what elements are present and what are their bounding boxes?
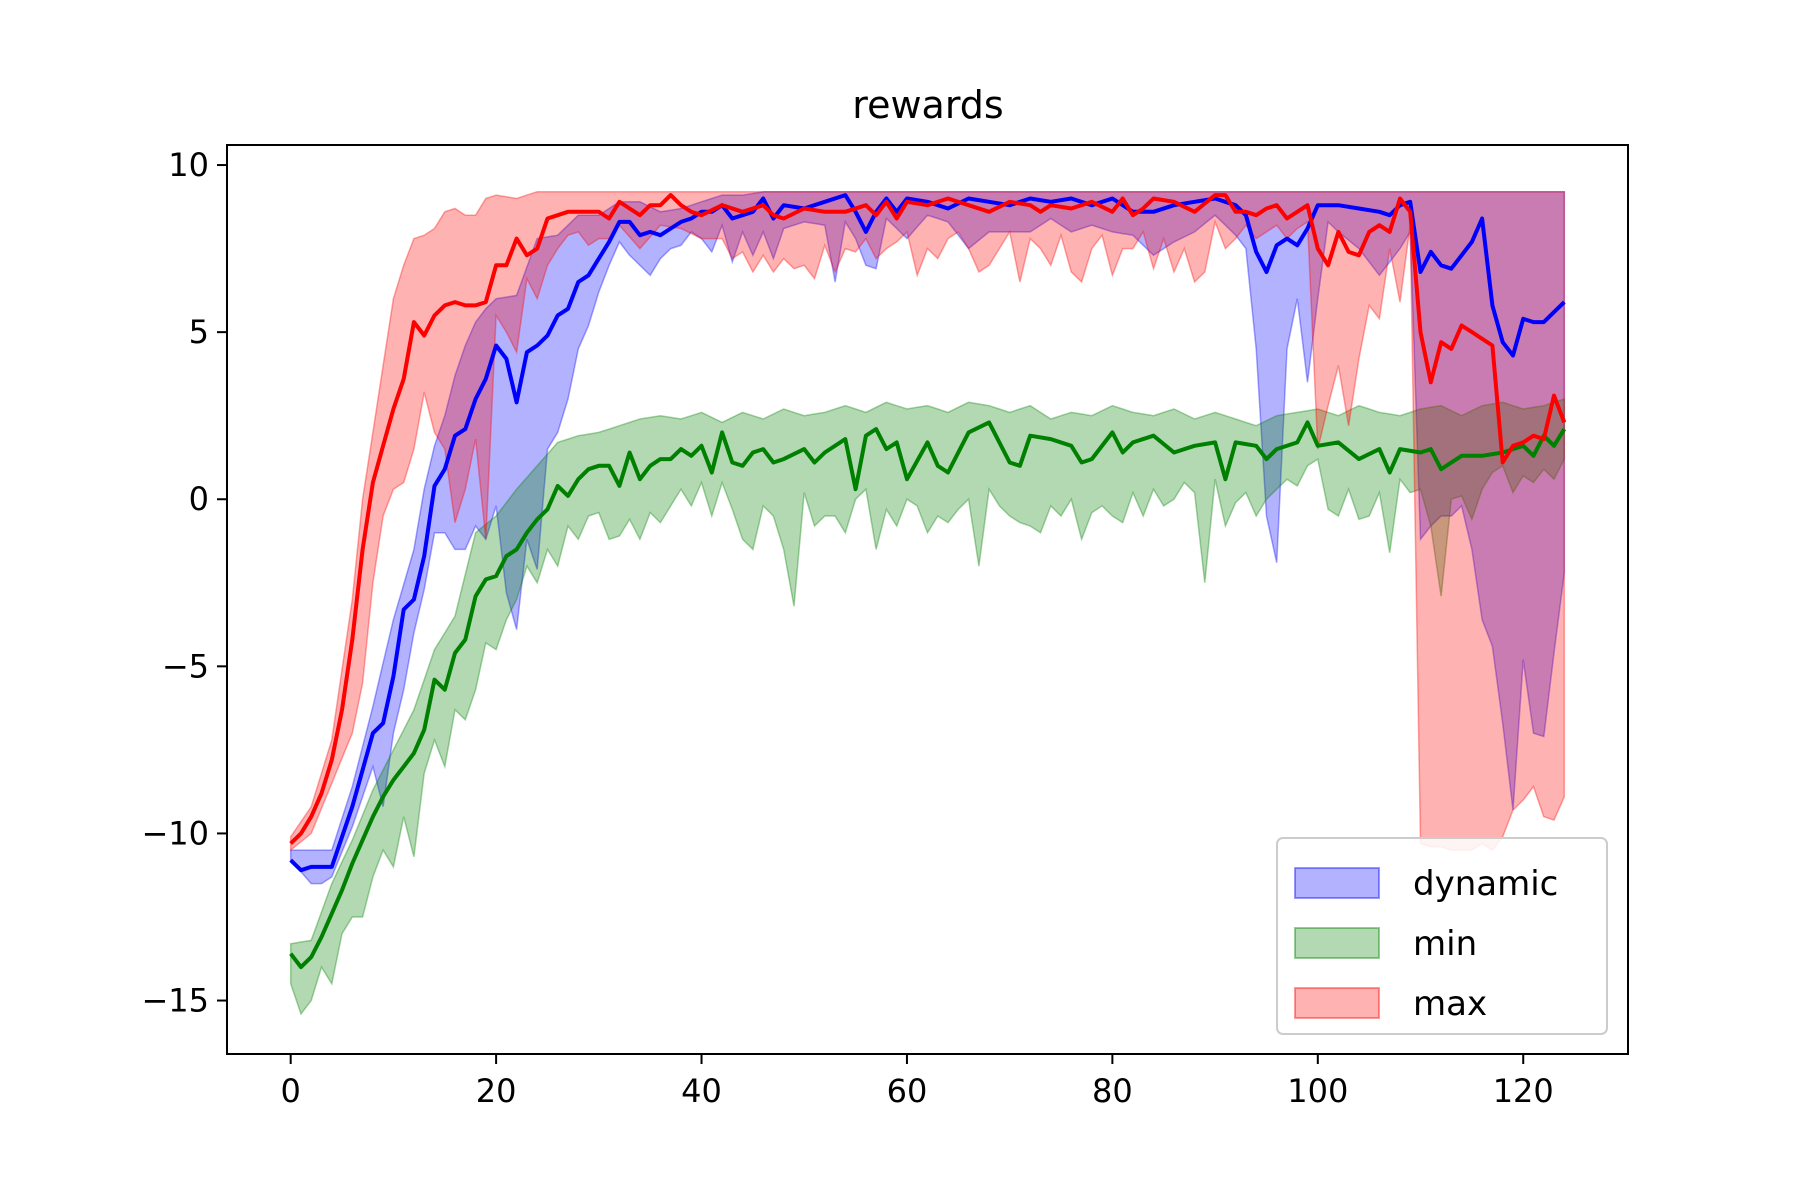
y-tick-label: 0: [189, 480, 209, 518]
x-tick-label: 60: [887, 1072, 928, 1110]
x-tick-label: 20: [476, 1072, 517, 1110]
y-axis-ticks: −15 −10 −5 0 5 10: [141, 146, 227, 1020]
line-max: [289, 193, 1567, 845]
y-tick-label: 10: [168, 146, 209, 184]
x-axis-ticks: 0 20 40 60 80 100 120: [281, 1054, 1554, 1110]
series-lines: [289, 193, 1567, 970]
y-tick-label: −10: [141, 814, 209, 852]
legend-swatch-dynamic: [1294, 867, 1380, 899]
line-min: [289, 420, 1567, 970]
x-tick-label: 80: [1092, 1072, 1133, 1110]
y-tick-label: 5: [189, 313, 209, 351]
legend-box: [1276, 837, 1608, 1035]
x-tick-label: 0: [281, 1072, 301, 1110]
legend-swatch-min: [1294, 927, 1380, 959]
legend-label-dynamic: dynamic: [1413, 864, 1558, 904]
plot-frame: [226, 144, 1629, 1055]
chart-title: rewards: [852, 83, 1003, 127]
legend-swatch-max: [1294, 987, 1380, 1019]
legend-label-max: max: [1413, 984, 1487, 1024]
x-tick-label: 40: [681, 1072, 722, 1110]
legend: dynamic min max: [1276, 837, 1608, 1035]
legend-label-min: min: [1413, 924, 1477, 964]
y-tick-label: −15: [141, 982, 209, 1020]
y-tick-label: −5: [162, 647, 209, 685]
x-tick-label: 120: [1493, 1072, 1554, 1110]
x-tick-label: 100: [1287, 1072, 1348, 1110]
